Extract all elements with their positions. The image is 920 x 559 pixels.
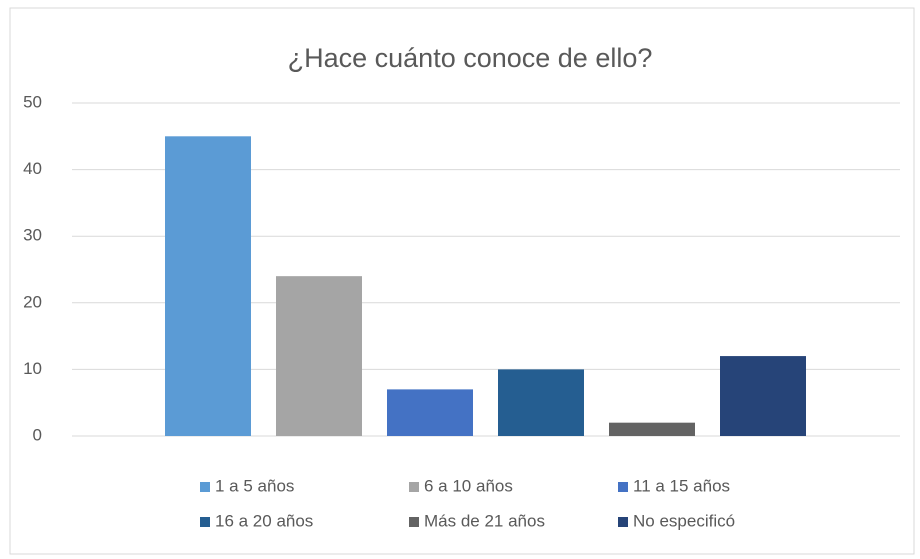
y-tick-label: 20 xyxy=(23,292,42,311)
legend-swatch xyxy=(618,517,628,527)
legend-label: 6 a 10 años xyxy=(424,476,513,495)
chart-title: ¿Hace cuánto conoce de ello? xyxy=(288,43,653,73)
bar xyxy=(498,369,584,436)
bar xyxy=(609,422,695,436)
y-tick-label: 10 xyxy=(23,359,42,378)
bar xyxy=(387,389,473,436)
legend-swatch xyxy=(409,517,419,527)
y-tick-label: 40 xyxy=(23,159,42,178)
legend-label: Más de 21 años xyxy=(424,511,545,530)
legend-swatch xyxy=(200,482,210,492)
legend-label: 1 a 5 años xyxy=(215,476,294,495)
bar xyxy=(165,136,251,437)
legend-label: 16 a 20 años xyxy=(215,511,313,530)
y-tick-label: 50 xyxy=(23,92,42,111)
chart-border xyxy=(9,7,915,555)
y-tick-label: 0 xyxy=(33,425,42,444)
y-tick-label: 30 xyxy=(23,226,42,245)
bar xyxy=(276,276,362,436)
bar xyxy=(720,356,806,436)
legend-swatch xyxy=(200,517,210,527)
legend-swatch xyxy=(409,482,419,492)
legend-label: 11 a 15 años xyxy=(633,476,730,495)
legend-label: No especificó xyxy=(633,511,735,530)
legend-swatch xyxy=(618,482,628,492)
